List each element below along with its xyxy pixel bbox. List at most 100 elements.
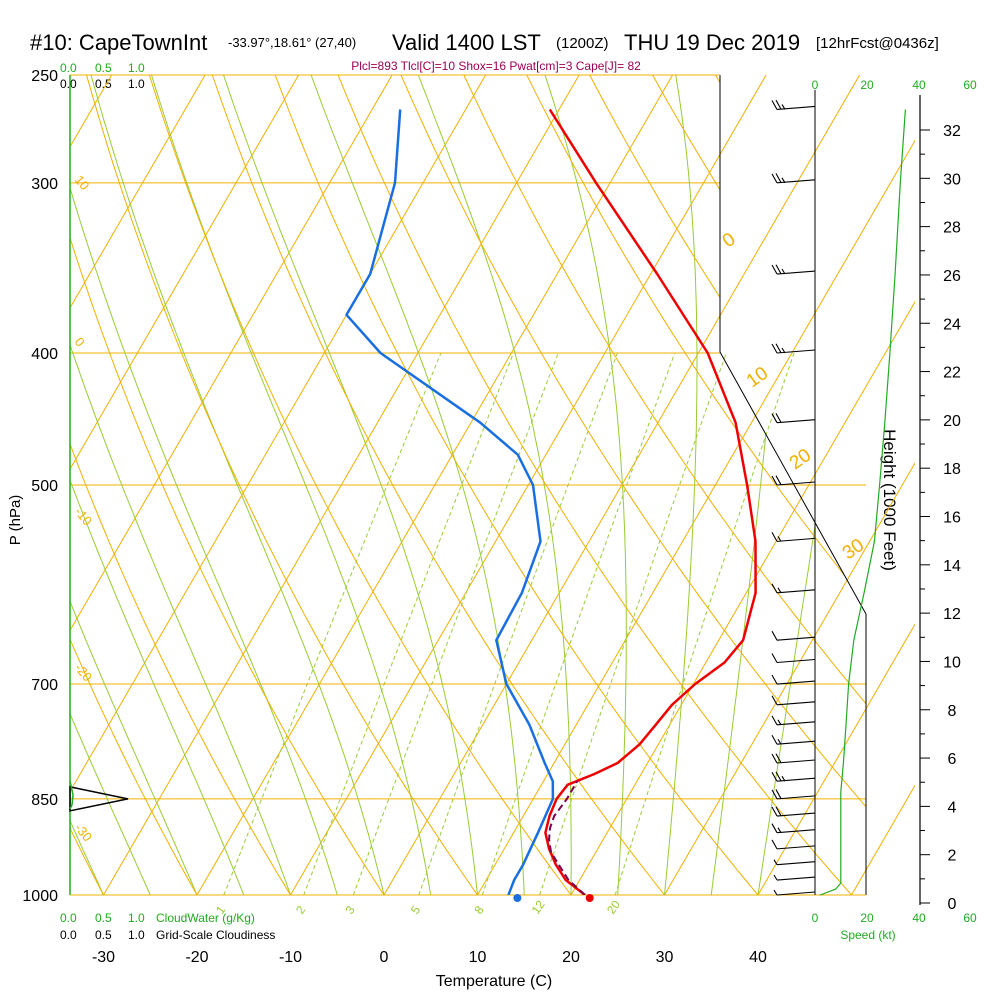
pressure-tick-label: 850 (31, 792, 58, 809)
theta-label: 30 (839, 535, 868, 564)
pressure-tick-label: 250 (31, 68, 58, 85)
wind-barb (771, 734, 816, 745)
top-speed-tick: 40 (912, 78, 926, 92)
y-axis-title: P (hPa) (7, 495, 24, 546)
pressure-tick-label: 1000 (22, 888, 58, 905)
height-tick-label: 14 (943, 558, 961, 575)
sounding-indices: Plcl=893 Tlcl[C]=10 Shox=16 Pwat[cm]=3 C… (351, 59, 641, 73)
moist-adiabat (90, 75, 385, 895)
top-cloudwater-scale: 0.0 0.5 1.0 (60, 61, 145, 75)
moist-adiabat (70, 75, 245, 895)
top-cloudiness-tick: 1.0 (128, 77, 145, 91)
mixing-ratio-label: 3 (342, 903, 357, 917)
pressure-tick-label: 500 (31, 478, 58, 495)
dry-adiabat (825, 75, 866, 895)
temperature-tick-label: 40 (749, 949, 767, 966)
moist-adiabat (310, 75, 525, 895)
wind-barb (773, 889, 816, 896)
dry-adiabat (70, 75, 404, 895)
chart-frame (69, 74, 867, 896)
wind-barb (771, 789, 816, 800)
moist-adiabat (70, 75, 291, 895)
dewpoint-profile (345, 109, 555, 895)
height-tick-label: 12 (943, 606, 961, 623)
wind-barb (771, 695, 816, 706)
dry-adiabat-label: -30 (72, 820, 96, 844)
mixing-ratio-label: 8 (471, 903, 486, 917)
bottom-speed-scale: 0 20 40 60 Speed (kt) (812, 911, 977, 942)
surface-temperature-marker (585, 894, 594, 902)
dry-adiabat (390, 75, 866, 895)
bottom-speed-tick: 40 (912, 911, 926, 925)
wind-barb (771, 264, 816, 275)
cloudiness-marker (69, 785, 129, 812)
mixing-ratio-label: 2 (293, 903, 308, 917)
moist-adiabat (70, 75, 151, 895)
theta-label: 20 (786, 445, 815, 474)
top-speed-scale: 0 20 40 60 (812, 78, 977, 92)
bottom-speed-tick: 0 (812, 911, 819, 925)
dry-adiabat-label: -20 (72, 660, 96, 684)
moist-adiabat (664, 75, 698, 895)
dry-adiabat-label: -10 (72, 504, 96, 528)
dry-adiabat (70, 75, 309, 895)
bottom-cloudiness-tick: 1.0 (128, 928, 145, 942)
theta-label: 10 (743, 363, 772, 392)
wind-barb (771, 173, 816, 184)
pressure-tick-label: 400 (31, 346, 58, 363)
top-cloudiness-scale: 0.0 0.5 1.0 (60, 77, 145, 91)
isotherm-line (851, 784, 915, 895)
height-tick-label: 22 (943, 365, 961, 382)
dry-adiabat (79, 75, 499, 895)
dry-adiabat (141, 75, 594, 895)
moist-adiabat (70, 75, 198, 895)
bottom-cloudiness-label: Grid-Scale Cloudiness (156, 928, 275, 942)
mixing-ratio-line (539, 352, 727, 895)
bottom-speed-label: Speed (kt) (840, 928, 895, 942)
dry-adiabat (70, 75, 214, 895)
wind-barb (771, 806, 816, 817)
adiabat-lines (70, 75, 866, 895)
mixing-ratio-line (481, 352, 676, 895)
temperature-profile (544, 108, 757, 895)
wind-barb (771, 839, 816, 850)
moist-adiabat (223, 75, 478, 895)
dry-adiabat (514, 75, 866, 895)
top-cloudiness-tick: 0.0 (60, 77, 77, 91)
wind-barb (771, 653, 816, 664)
top-speed-tick: 20 (860, 78, 874, 92)
bottom-cloudiness-tick: 0.0 (60, 928, 77, 942)
moist-adiabat (70, 75, 338, 895)
top-cloudwater-tick: 1.0 (128, 61, 145, 75)
wind-barb (771, 413, 816, 424)
theta-label: 0 (719, 229, 740, 252)
moist-adiabat (417, 75, 572, 895)
valid-date: THU 19 Dec 2019 (624, 30, 800, 55)
wind-barb (771, 532, 816, 542)
station-coords: -33.97°,18.61° (27,40) (228, 35, 356, 50)
height-tick-label: 0 (948, 896, 957, 913)
mixing-ratio-label: 5 (408, 903, 423, 917)
temperature-tick-label: -10 (279, 949, 302, 966)
mixing-ratio-line (303, 352, 514, 895)
bottom-cloudwater-tick: 0.0 (60, 911, 77, 925)
valid-time: Valid 1400 LST (392, 30, 541, 55)
dry-adiabat-label: 10 (72, 172, 93, 193)
temperature-tick-label: 20 (562, 949, 580, 966)
wind-barbs (771, 99, 816, 896)
height-tick-label: 28 (943, 220, 961, 237)
wind-barb (771, 753, 816, 764)
height-tick-label: 32 (943, 123, 961, 140)
bottom-speed-tick: 20 (860, 911, 874, 925)
mixing-ratio-line (614, 352, 795, 895)
moist-adiabat (151, 75, 432, 895)
mixing-ratio-label: 20 (604, 897, 623, 916)
bottom-cloudwater-tick: 1.0 (128, 911, 145, 925)
bottom-cloudiness-tick: 0.5 (95, 928, 112, 942)
height-tick-label: 6 (948, 751, 957, 768)
mixing-ratio-line (352, 352, 559, 895)
isotherm-line (0, 75, 18, 895)
isotherm-line (945, 75, 1000, 895)
zulu-time: (1200Z) (556, 35, 609, 52)
